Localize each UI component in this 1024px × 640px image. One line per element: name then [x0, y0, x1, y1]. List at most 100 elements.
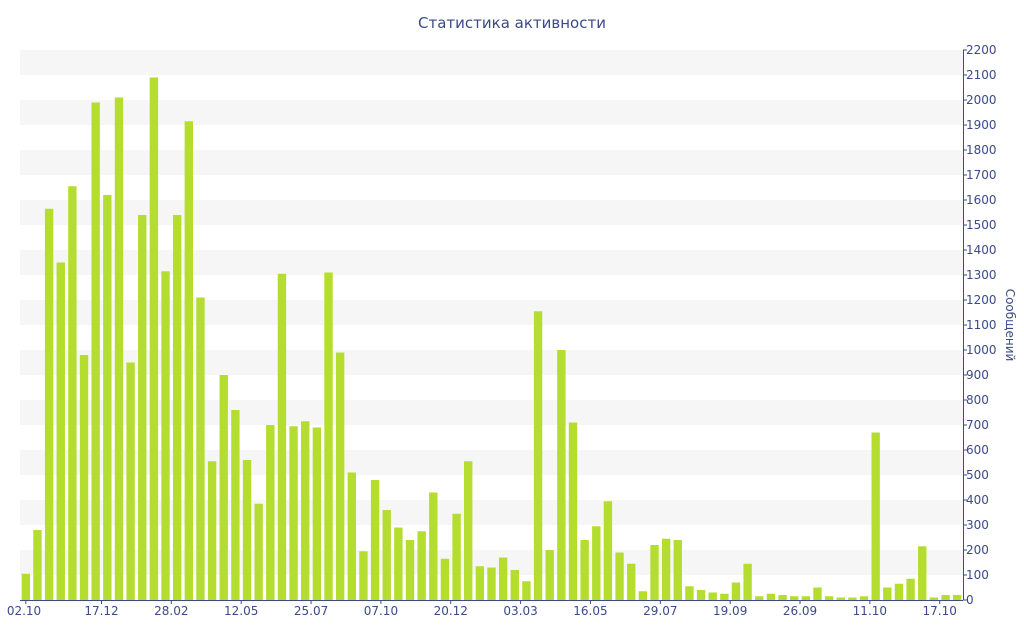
- bar: [708, 592, 717, 600]
- y-tick-label: 1500: [966, 218, 997, 232]
- bar: [289, 426, 298, 600]
- bar: [952, 595, 962, 600]
- bar: [487, 567, 496, 600]
- bar: [510, 570, 519, 600]
- bar: [696, 590, 706, 600]
- bar: [813, 587, 822, 600]
- grid-band: [20, 50, 963, 75]
- bar: [545, 550, 554, 600]
- bar: [335, 352, 345, 600]
- x-tick-label: 17.10: [923, 604, 957, 618]
- bar: [766, 593, 776, 600]
- bar: [126, 362, 135, 600]
- bar: [673, 540, 682, 600]
- x-tick-label: 11.10: [853, 604, 887, 618]
- grid-band: [20, 150, 963, 175]
- bar: [429, 492, 438, 600]
- bar: [79, 355, 89, 600]
- bar: [138, 215, 147, 600]
- bar: [394, 527, 403, 600]
- x-tick-label: 19.09: [713, 604, 747, 618]
- y-tick-label: 600: [966, 443, 989, 457]
- y-axis-label: Сообщений: [1003, 289, 1017, 362]
- bar: [56, 262, 65, 600]
- y-tick-label: 700: [966, 418, 989, 432]
- bar: [743, 563, 752, 600]
- y-tick-label: 1400: [966, 243, 997, 257]
- bar: [405, 540, 415, 600]
- x-tick-label: 16.05: [573, 604, 607, 618]
- x-tick-labels: 02.10 17.12 28.02 12.05 25.07 07.10 20.12 03.03…: [7, 600, 957, 618]
- bar: [184, 121, 193, 600]
- bar: [650, 545, 659, 600]
- bar: [638, 591, 648, 600]
- bar: [836, 597, 845, 600]
- bar: [207, 461, 217, 600]
- grid-band: [20, 200, 963, 225]
- bar: [894, 583, 904, 600]
- bar: [231, 410, 240, 600]
- bar: [475, 566, 485, 600]
- bar: [464, 461, 473, 600]
- bar: [592, 526, 601, 600]
- x-tick-label: 12.05: [224, 604, 258, 618]
- bar: [347, 472, 356, 600]
- bar: [790, 596, 799, 600]
- bar: [301, 421, 310, 600]
- bar: [382, 510, 391, 600]
- bar: [906, 578, 915, 600]
- x-tick-label: 28.02: [154, 604, 188, 618]
- bar: [568, 422, 578, 600]
- bar: [172, 215, 182, 600]
- bar: [359, 551, 368, 600]
- y-tick-labels: 0 100 200 300 400 500 600 700 800 900 1000 1100 1200…: [963, 43, 997, 607]
- bar: [498, 557, 508, 600]
- bar: [103, 195, 112, 600]
- y-tick-label: 500: [966, 468, 989, 482]
- y-tick-label: 2100: [966, 68, 997, 82]
- bar: [824, 596, 834, 600]
- bar: [533, 311, 543, 600]
- y-tick-label: 100: [966, 568, 989, 582]
- y-tick-label: 1900: [966, 118, 997, 132]
- bar: [277, 273, 287, 600]
- x-tick-label: 03.03: [503, 604, 537, 618]
- bar: [848, 597, 857, 600]
- bar: [929, 597, 939, 600]
- y-tick-label: 2000: [966, 93, 997, 107]
- bar: [580, 540, 589, 600]
- bar: [755, 596, 764, 600]
- bar: [859, 596, 869, 600]
- x-tick-label: 29.07: [643, 604, 677, 618]
- bar: [871, 432, 880, 600]
- y-tick-label: 800: [966, 393, 989, 407]
- x-tick-label: 02.10: [7, 604, 41, 618]
- y-tick-label: 1700: [966, 168, 997, 182]
- bar: [941, 595, 950, 600]
- y-tick-label: 1600: [966, 193, 997, 207]
- y-tick-label: 1000: [966, 343, 997, 357]
- bar: [603, 501, 613, 600]
- bar: [801, 596, 811, 600]
- y-tick-label: 1300: [966, 268, 997, 282]
- bar: [370, 480, 380, 600]
- bar: [452, 513, 461, 600]
- bar: [196, 297, 205, 600]
- y-tick-label: 900: [966, 368, 989, 382]
- bar: [685, 586, 694, 600]
- y-tick-label: 400: [966, 493, 989, 507]
- bar: [720, 593, 729, 600]
- y-tick-label: 1100: [966, 318, 997, 332]
- bar: [33, 530, 42, 600]
- x-tick-label: 17.12: [84, 604, 118, 618]
- bar: [661, 538, 671, 600]
- x-tick-label: 07.10: [364, 604, 398, 618]
- y-tick-label: 1800: [966, 143, 997, 157]
- chart-title: Статистика активности: [418, 14, 606, 32]
- bar: [883, 587, 892, 600]
- y-tick-label: 300: [966, 518, 989, 532]
- bar: [21, 573, 31, 600]
- bar: [242, 460, 252, 600]
- bar: [91, 102, 100, 600]
